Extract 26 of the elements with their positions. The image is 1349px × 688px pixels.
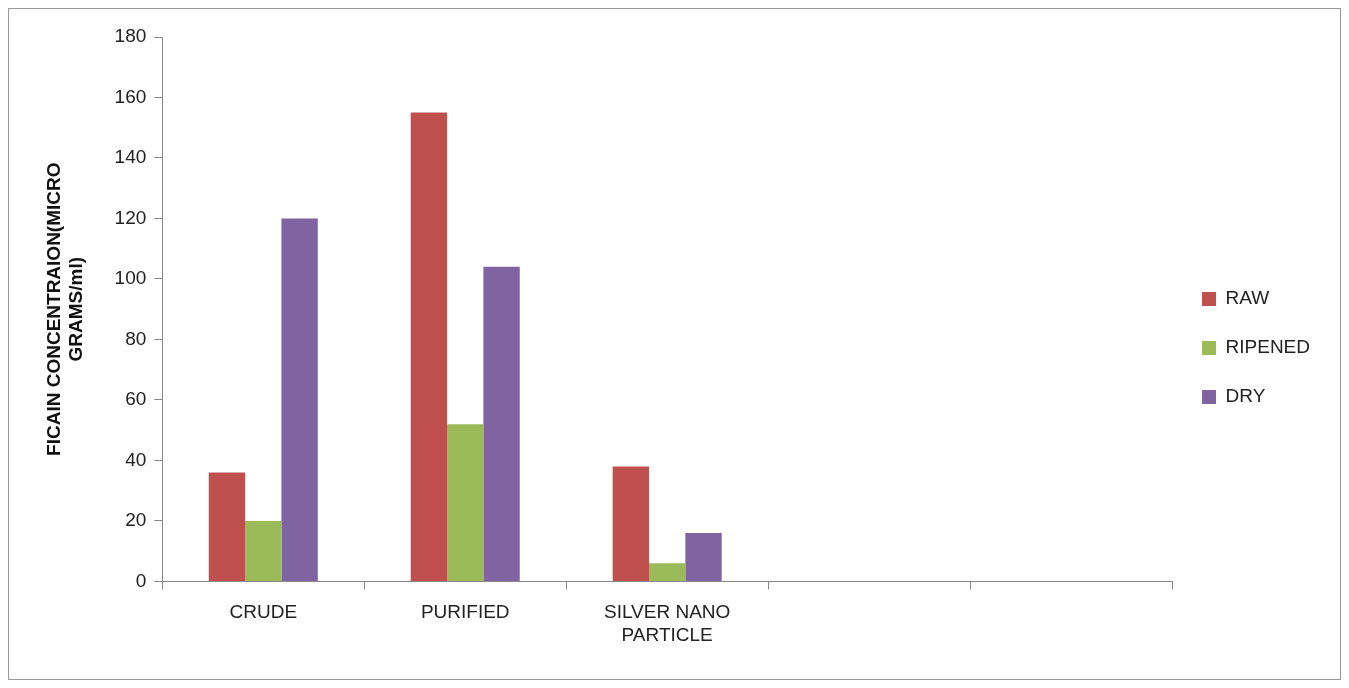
bar [483,266,520,581]
y-tick-label: 160 [114,85,147,107]
bar [245,520,282,581]
bar [208,472,246,581]
y-tick-label: 180 [114,25,147,47]
y-axis-title: FICAIN CONCENTRAION(MICRO GRAMS/ml) [42,162,87,456]
y-tick-label: 140 [114,146,147,168]
y-tick-label: 40 [125,448,147,470]
y-tick-label: 120 [114,206,147,228]
y-tick-label: 80 [125,327,147,349]
legend-label: RAW [1225,287,1270,309]
legend-label: DRY [1225,385,1266,407]
bar [281,218,318,581]
y-tick-label: 20 [125,509,147,531]
legend-label: RIPENED [1225,336,1311,358]
y-tick-label: 60 [125,388,147,410]
x-tick-label: CRUDE [229,601,298,623]
bar [410,112,448,581]
bar [447,424,484,581]
x-tick-label: PURIFIED [420,601,510,623]
bar [612,466,649,581]
bar [649,563,686,581]
x-tick-label: SILVER NANO PARTICLE [603,601,731,645]
bar [685,533,722,581]
y-tick-label: 0 [135,569,147,591]
y-tick-label: 100 [114,267,147,289]
